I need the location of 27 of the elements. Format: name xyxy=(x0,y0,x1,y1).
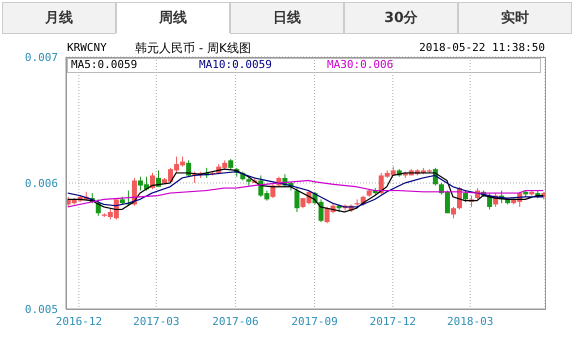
candlestick xyxy=(450,206,456,219)
text: KRWCNY xyxy=(67,41,107,54)
text: MA5:0.0059 xyxy=(70,58,138,72)
text: 月线 xyxy=(2,2,116,34)
x-tick-label: 2018-03 xyxy=(447,314,494,328)
text: 日线 xyxy=(230,2,344,34)
text: MA30:0.006 xyxy=(326,58,394,72)
x-tick-label: 2017-03 xyxy=(133,314,180,328)
y-tick-label: 0.007 xyxy=(24,50,58,64)
text: 30分 xyxy=(344,2,458,34)
x-tick-label: 2017-09 xyxy=(291,314,338,328)
text: MA10:0.0059 xyxy=(198,58,273,72)
y-tick-label: 0.006 xyxy=(24,176,58,190)
text: 周线 xyxy=(116,2,230,33)
y-tick-label: 0.005 xyxy=(24,302,58,316)
candlestick xyxy=(186,160,192,178)
chart-title: 韩元人民币 - 周K线图 xyxy=(135,40,251,57)
x-tick-label: 2017-12 xyxy=(370,314,416,328)
text: 实时 xyxy=(458,2,572,34)
text: 2018-05-22 11:38:50 xyxy=(419,41,545,54)
candlestick xyxy=(463,190,468,202)
candlestick xyxy=(318,198,324,223)
candlestick xyxy=(228,158,234,170)
x-tick-label: 2016-12 xyxy=(56,314,102,328)
line-series xyxy=(67,180,544,208)
candlestick xyxy=(294,188,300,212)
x-tick-label: 2017-06 xyxy=(212,314,259,328)
